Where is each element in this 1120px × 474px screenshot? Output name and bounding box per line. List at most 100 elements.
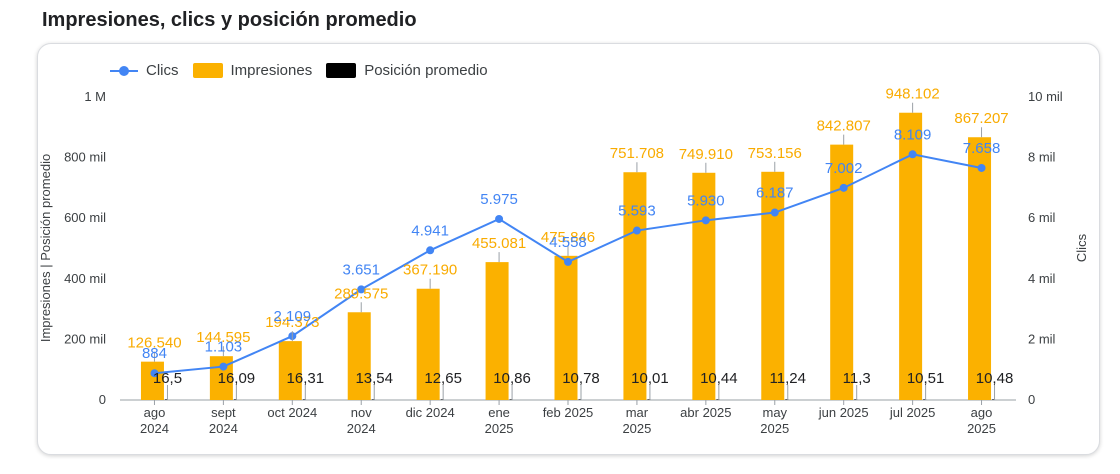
bar-posicion xyxy=(302,399,306,400)
point-clics xyxy=(839,183,848,192)
data-label-posicion: 10,51 xyxy=(907,370,945,387)
x-tick-label: abr 2025 xyxy=(680,405,731,420)
data-label-impresiones: 751.708 xyxy=(610,145,664,162)
data-label-impresiones: 194.373 xyxy=(265,314,319,331)
bar-impresiones xyxy=(278,341,302,400)
y-right-tick-label: 8 mil xyxy=(1028,150,1056,165)
data-label-posicion: 16,31 xyxy=(287,370,325,387)
bar-impresiones xyxy=(899,112,923,400)
data-label-posicion: 11,3 xyxy=(843,370,871,387)
y-left-tick-label: 1 M xyxy=(84,89,106,104)
legend-label-clics: Clics xyxy=(146,62,179,79)
data-label-posicion: 10,44 xyxy=(700,370,738,387)
data-label-clics: 2.109 xyxy=(274,308,312,325)
bar-impresiones xyxy=(347,312,371,400)
x-tick-label: nov xyxy=(351,405,372,420)
point-clics xyxy=(632,226,641,235)
legend: Clics Impresiones Posición promedio xyxy=(110,62,502,79)
point-clics xyxy=(150,369,159,378)
y-right-tick-label: 6 mil xyxy=(1028,210,1056,225)
y-left-tick-label: 400 mil xyxy=(64,271,106,286)
data-label-impresiones: 867.207 xyxy=(954,110,1008,127)
bar-posicion xyxy=(371,399,375,400)
y-left-tick-label: 200 mil xyxy=(64,331,106,346)
point-clics xyxy=(357,285,366,294)
x-tick-label: ago xyxy=(144,405,166,420)
bar-posicion xyxy=(578,399,582,400)
legend-item-posicion[interactable]: Posición promedio xyxy=(326,62,488,79)
x-tick-label: dic 2024 xyxy=(406,405,455,420)
bar-impresiones xyxy=(968,137,992,401)
data-label-clics: 1.103 xyxy=(205,339,243,356)
bar-posicion xyxy=(716,399,720,400)
data-label-impresiones: 948.102 xyxy=(885,86,939,103)
data-label-impresiones: 753.156 xyxy=(748,145,802,162)
data-label-impresiones: 475.846 xyxy=(541,229,595,246)
legend-swatch-impresiones xyxy=(192,63,223,78)
data-label-impresiones: 749.910 xyxy=(679,146,733,163)
x-tick-label: jun 2025 xyxy=(818,405,869,420)
x-tick-label: may xyxy=(762,405,787,420)
y-right-tick-label: 2 mil xyxy=(1028,331,1056,346)
data-label-posicion: 10,48 xyxy=(976,370,1014,387)
data-label-posicion: 16,09 xyxy=(218,370,256,387)
point-clics xyxy=(977,163,986,172)
point-clics xyxy=(908,150,917,159)
x-tick-label: ago xyxy=(971,405,993,420)
legend-label-impresiones: Impresiones xyxy=(230,62,313,79)
data-label-clics: 3.651 xyxy=(342,261,380,278)
bar-impresiones xyxy=(554,255,578,400)
bar-posicion xyxy=(923,399,927,400)
bar-posicion xyxy=(233,399,237,400)
bar-impresiones xyxy=(485,262,509,400)
data-label-impresiones: 126.540 xyxy=(127,335,181,352)
data-label-clics: 5.930 xyxy=(687,192,725,209)
x-tick-label: 2024 xyxy=(347,421,376,436)
bar-impresiones xyxy=(692,172,716,400)
bar-impresiones xyxy=(830,144,854,400)
legend-swatch-posicion xyxy=(326,63,357,78)
x-tick-label: 2025 xyxy=(967,421,996,436)
bar-posicion xyxy=(647,399,651,400)
bar-posicion xyxy=(440,399,444,400)
data-label-impresiones: 455.081 xyxy=(472,235,526,252)
legend-item-impresiones[interactable]: Impresiones xyxy=(192,62,313,79)
legend-item-clics[interactable]: Clics xyxy=(110,62,179,79)
data-label-clics: 8.109 xyxy=(894,126,932,143)
data-label-posicion: 11,24 xyxy=(770,370,806,387)
bar-posicion xyxy=(992,399,996,400)
bar-posicion xyxy=(785,399,789,400)
x-tick-label: 2025 xyxy=(760,421,789,436)
data-label-clics: 7.658 xyxy=(963,140,1001,157)
data-label-clics: 7.002 xyxy=(825,160,863,177)
x-tick-label: 2025 xyxy=(485,421,514,436)
data-label-clics: 884 xyxy=(142,345,167,362)
data-label-posicion: 13,54 xyxy=(355,370,393,387)
y-left-tick-label: 0 xyxy=(99,392,106,407)
x-tick-label: feb 2025 xyxy=(543,405,594,420)
x-tick-label: jul 2025 xyxy=(889,405,936,420)
x-tick-label: 2024 xyxy=(140,421,169,436)
bar-impresiones xyxy=(140,361,164,400)
data-label-impresiones: 144.595 xyxy=(196,329,250,346)
point-clics xyxy=(770,208,779,217)
point-clics xyxy=(701,216,710,225)
bar-impresiones xyxy=(761,171,785,400)
x-tick-label: mar xyxy=(626,405,649,420)
data-label-clics: 4.941 xyxy=(411,222,449,239)
y-left-tick-label: 600 mil xyxy=(64,210,106,225)
x-tick-label: oct 2024 xyxy=(267,405,317,420)
data-label-clics: 5.975 xyxy=(480,191,518,208)
data-label-clics: 4.558 xyxy=(549,234,587,251)
data-label-impresiones: 289.575 xyxy=(334,285,388,302)
data-label-posicion: 10,01 xyxy=(631,370,669,387)
data-label-impresiones: 842.807 xyxy=(817,118,871,135)
data-label-posicion: 10,78 xyxy=(562,370,600,387)
data-label-posicion: 10,86 xyxy=(493,370,531,387)
point-clics xyxy=(219,362,228,371)
bar-posicion xyxy=(509,399,513,400)
x-tick-label: sept xyxy=(211,405,236,420)
data-label-clics: 5.593 xyxy=(618,203,656,220)
bar-impresiones xyxy=(416,288,440,400)
